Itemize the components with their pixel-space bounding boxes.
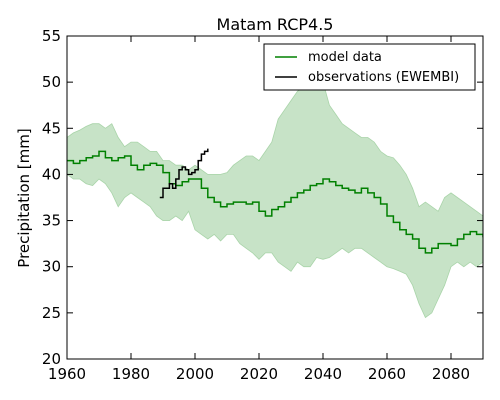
chart-title: Matam RCP4.5 [217,15,334,34]
plot-frame [66,35,484,360]
observations-line [159,148,209,199]
y-axis-title: Precipitation [mm] [15,128,33,267]
x-tick-label: 2020 [240,365,278,383]
y-tick-label: 25 [42,304,61,322]
y-tick-label: 20 [42,350,61,368]
x-tick-label: 2040 [304,365,342,383]
y-tick-label: 55 [42,27,61,45]
model-spread-band [67,72,483,319]
y-tick-label: 30 [42,258,61,276]
x-tick-label: 2080 [432,365,470,383]
x-tick-label: 1980 [112,365,150,383]
y-tick-label: 50 [42,73,61,91]
model-data-line [67,150,483,254]
x-tick-label: 2060 [368,365,406,383]
legend-label-model-data: model data [308,50,382,65]
y-tick-label: 45 [42,119,61,137]
x-tick-label: 2000 [176,365,214,383]
y-tick-label: 40 [42,165,61,183]
plot-area: 1960 1980 2000 2020 2040 2060 2080 20 25 30 35 40 45… [42,27,484,383]
legend-box [263,43,476,91]
x-tick-label: 1960 [48,365,86,383]
y-tick-label: 35 [42,212,61,230]
legend-label-observations: observations (EWEMBI) [308,70,459,85]
legend: model data observations (EWEMBI) [263,43,476,91]
